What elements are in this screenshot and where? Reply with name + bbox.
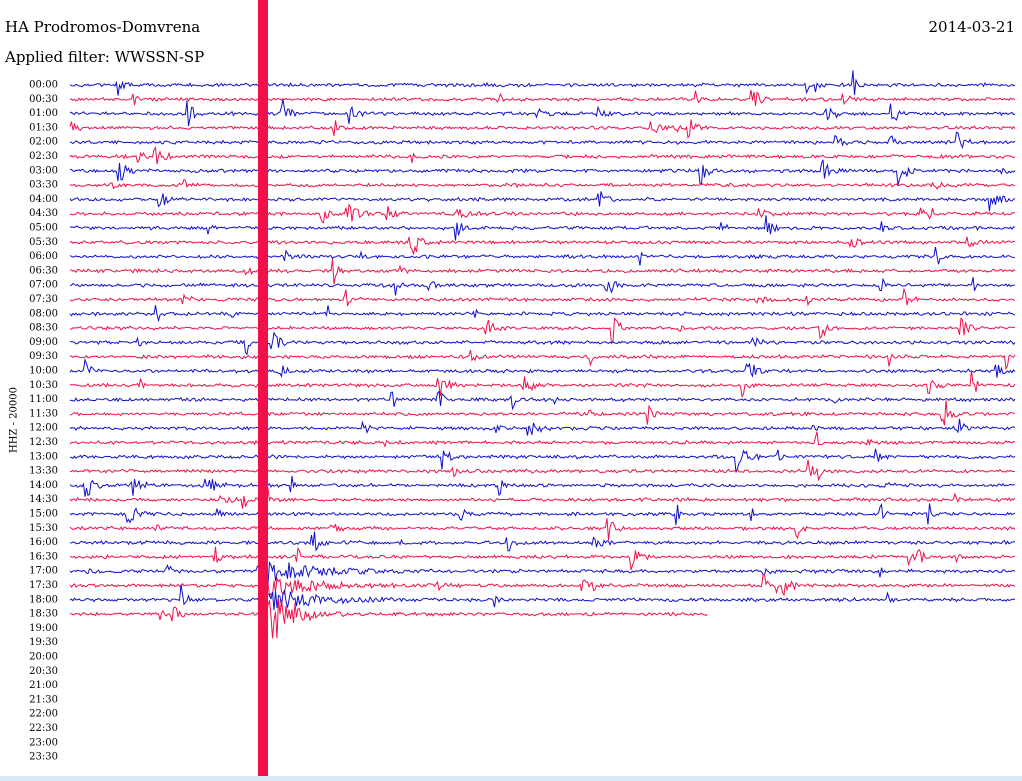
- time-label: 00:00: [29, 80, 58, 91]
- trace: [69, 431, 1016, 448]
- trace: [69, 357, 1016, 378]
- time-label: 09:30: [29, 351, 58, 362]
- time-label: 03:30: [29, 180, 58, 191]
- trace: [70, 259, 1016, 285]
- time-label: 17:00: [29, 566, 58, 577]
- trace: [69, 146, 1016, 165]
- bottom-strip: [0, 776, 1022, 781]
- time-label: 16:00: [29, 537, 58, 548]
- filter-label: Applied filter: WWSSN-SP: [4, 48, 204, 66]
- time-label: 16:30: [29, 551, 58, 562]
- event-band: [258, 0, 268, 776]
- trace: [69, 531, 1016, 552]
- time-label: 14:30: [29, 494, 58, 505]
- trace: [69, 560, 1016, 584]
- trace: [69, 203, 1016, 224]
- station-title: HA Prodromos-Domvrena: [5, 18, 200, 36]
- time-label: 23:00: [29, 737, 58, 748]
- trace: [69, 131, 1016, 150]
- time-label: 10:00: [29, 366, 58, 377]
- time-label: 20:00: [29, 652, 58, 663]
- trace: [69, 584, 1016, 611]
- time-label: 09:00: [29, 337, 58, 348]
- traces: [69, 70, 1016, 659]
- date: 2014-03-21: [929, 18, 1015, 36]
- time-label: 10:30: [29, 380, 58, 391]
- time-label: 07:30: [29, 294, 58, 305]
- trace: [69, 178, 1016, 190]
- time-label: 13:30: [29, 466, 58, 477]
- time-label: 02:00: [29, 137, 58, 148]
- time-label: 23:30: [29, 752, 58, 763]
- trace: [69, 331, 1016, 356]
- time-label: 00:30: [29, 94, 58, 105]
- trace: [69, 287, 1016, 307]
- trace: [69, 486, 1016, 509]
- time-label: 15:30: [29, 523, 58, 534]
- time-label: 19:00: [29, 623, 58, 634]
- time-label: 20:30: [29, 666, 58, 677]
- time-label: 06:30: [29, 265, 58, 276]
- trace: [69, 400, 1016, 426]
- time-label: 08:00: [29, 308, 58, 319]
- time-label: 22:00: [29, 709, 58, 720]
- trace: [69, 215, 1016, 241]
- time-label: 12:30: [29, 437, 58, 448]
- trace: [69, 503, 1016, 526]
- time-label: 08:30: [29, 323, 58, 334]
- time-label: 18:30: [29, 609, 58, 620]
- time-label: 19:30: [29, 637, 58, 648]
- time-label: 22:30: [29, 723, 58, 734]
- trace: [69, 317, 1016, 345]
- trace: [69, 475, 1016, 497]
- time-label: 07:00: [29, 280, 58, 291]
- time-label: 01:00: [29, 108, 58, 119]
- trace: [69, 246, 1016, 266]
- time-label: 06:00: [29, 251, 58, 262]
- trace: [69, 277, 1016, 296]
- time-label: 21:30: [29, 694, 58, 705]
- time-label: 05:30: [29, 237, 58, 248]
- trace: [69, 598, 708, 659]
- time-label: 17:30: [29, 580, 58, 591]
- trace: [69, 191, 1016, 212]
- time-label: 14:00: [29, 480, 58, 491]
- time-label: 03:00: [29, 165, 58, 176]
- trace: [69, 518, 1016, 541]
- trace: [69, 70, 1016, 96]
- trace: [69, 89, 1016, 106]
- trace: [69, 418, 1016, 436]
- trace: [69, 349, 1016, 371]
- time-label: 11:30: [29, 408, 58, 419]
- time-label: 02:30: [29, 151, 58, 162]
- trace: [69, 546, 1016, 571]
- trace: [69, 573, 1016, 599]
- time-label: 11:00: [29, 394, 58, 405]
- channel-label: HHZ - 20000: [9, 387, 20, 453]
- trace: [69, 390, 1016, 411]
- time-label: 04:30: [29, 208, 58, 219]
- time-label: 13:00: [29, 451, 58, 462]
- time-label: 21:00: [29, 680, 58, 691]
- time-label: 01:30: [29, 122, 58, 133]
- trace: [69, 236, 1016, 256]
- time-label: 12:00: [29, 423, 58, 434]
- trace: [69, 370, 1016, 399]
- time-label: 15:00: [29, 509, 58, 520]
- trace: [69, 459, 1016, 482]
- time-label: 18:00: [29, 594, 58, 605]
- trace: [69, 448, 1016, 473]
- time-label: 04:00: [29, 194, 58, 205]
- trace: [69, 99, 1016, 126]
- trace: [69, 305, 1016, 323]
- trace: [69, 159, 1016, 186]
- time-label: 05:00: [29, 223, 58, 234]
- trace: [69, 119, 1016, 139]
